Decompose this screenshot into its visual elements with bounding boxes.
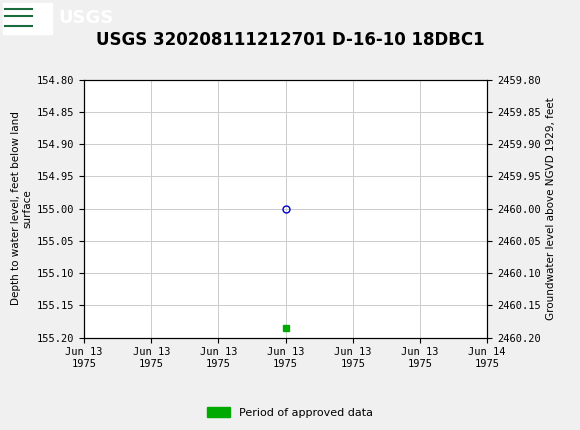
Y-axis label: Depth to water level, feet below land
surface: Depth to water level, feet below land su…	[11, 112, 32, 305]
Bar	[3, 3, 52, 34]
Text: USGS: USGS	[58, 9, 113, 27]
Text: USGS 320208111212701 D-16-10 18DBC1: USGS 320208111212701 D-16-10 18DBC1	[96, 31, 484, 49]
Y-axis label: Groundwater level above NGVD 1929, feet: Groundwater level above NGVD 1929, feet	[546, 97, 556, 320]
Legend: Period of approved data: Period of approved data	[203, 403, 377, 422]
